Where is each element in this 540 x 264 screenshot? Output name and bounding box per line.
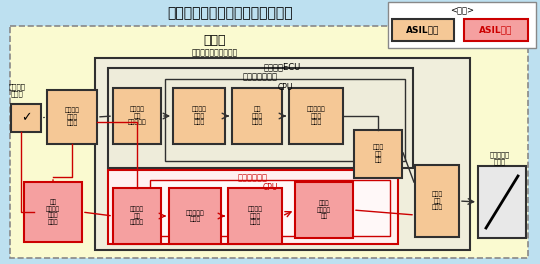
Text: アクセル
開度率
算出部: アクセル 開度率 算出部 bbox=[192, 107, 206, 125]
Bar bbox=[24, 182, 82, 242]
Text: アクセル
ペダル
センサ: アクセル ペダル センサ bbox=[64, 108, 79, 126]
Bar bbox=[113, 88, 161, 144]
Text: サブマイコン: サブマイコン bbox=[238, 173, 268, 182]
Bar bbox=[392, 19, 454, 41]
Text: 目標
トルク
算出部: 目標 トルク 算出部 bbox=[252, 107, 262, 125]
Bar bbox=[232, 88, 282, 144]
Text: エンジンECU: エンジンECU bbox=[264, 63, 301, 72]
Bar bbox=[295, 182, 353, 238]
Text: 信号変換
回路
（サブ）: 信号変換 回路 （サブ） bbox=[130, 207, 144, 225]
Bar bbox=[289, 88, 343, 144]
Text: モータ
電流遮断
回路: モータ 電流遮断 回路 bbox=[317, 201, 331, 219]
Text: ✓: ✓ bbox=[21, 111, 31, 125]
Bar bbox=[10, 26, 528, 258]
Bar bbox=[150, 180, 390, 236]
Text: ASILなし: ASILなし bbox=[406, 26, 440, 35]
Text: スロットル
バルブ
制御部: スロットル バルブ 制御部 bbox=[307, 107, 326, 125]
Text: <凡例>: <凡例> bbox=[450, 7, 474, 16]
Bar bbox=[478, 166, 526, 238]
Text: アクセル
ペダル: アクセル ペダル bbox=[9, 83, 25, 97]
Text: スロットル
バルブ: スロットル バルブ bbox=[490, 151, 510, 165]
Bar bbox=[415, 165, 459, 237]
Bar bbox=[165, 79, 405, 161]
Bar bbox=[388, 2, 536, 48]
Text: CPU: CPU bbox=[278, 82, 293, 92]
Bar bbox=[108, 170, 398, 244]
Text: 構造図: 構造図 bbox=[204, 35, 226, 48]
Bar bbox=[354, 130, 402, 178]
Text: サブ
アクセル
ペダル
センサ: サブ アクセル ペダル センサ bbox=[46, 199, 60, 225]
Bar bbox=[228, 188, 282, 244]
Text: エンジン制御システム: エンジン制御システム bbox=[192, 49, 238, 58]
Bar bbox=[95, 58, 470, 250]
Bar bbox=[113, 188, 161, 244]
Text: フェール
セーフ
判定部: フェール セーフ 判定部 bbox=[247, 207, 262, 225]
Text: ASILあり: ASILあり bbox=[480, 26, 512, 35]
Bar bbox=[464, 19, 528, 41]
Text: 信号変換
回路
（メイン）: 信号変換 回路 （メイン） bbox=[127, 107, 146, 125]
Text: スロッ
トル
モータ: スロッ トル モータ bbox=[431, 192, 443, 210]
Text: フォールト
検出部: フォールト 検出部 bbox=[186, 210, 204, 222]
Bar bbox=[11, 104, 41, 132]
Bar bbox=[169, 188, 221, 244]
Text: メインマイコン: メインマイコン bbox=[243, 73, 278, 82]
Bar bbox=[108, 68, 413, 168]
Bar bbox=[173, 88, 225, 144]
Bar bbox=[47, 90, 97, 144]
Text: モータ
制御
回路: モータ 制御 回路 bbox=[373, 145, 383, 163]
Text: 機能安全対応後のシステム設計書: 機能安全対応後のシステム設計書 bbox=[167, 6, 293, 20]
Text: CPU: CPU bbox=[262, 183, 278, 192]
